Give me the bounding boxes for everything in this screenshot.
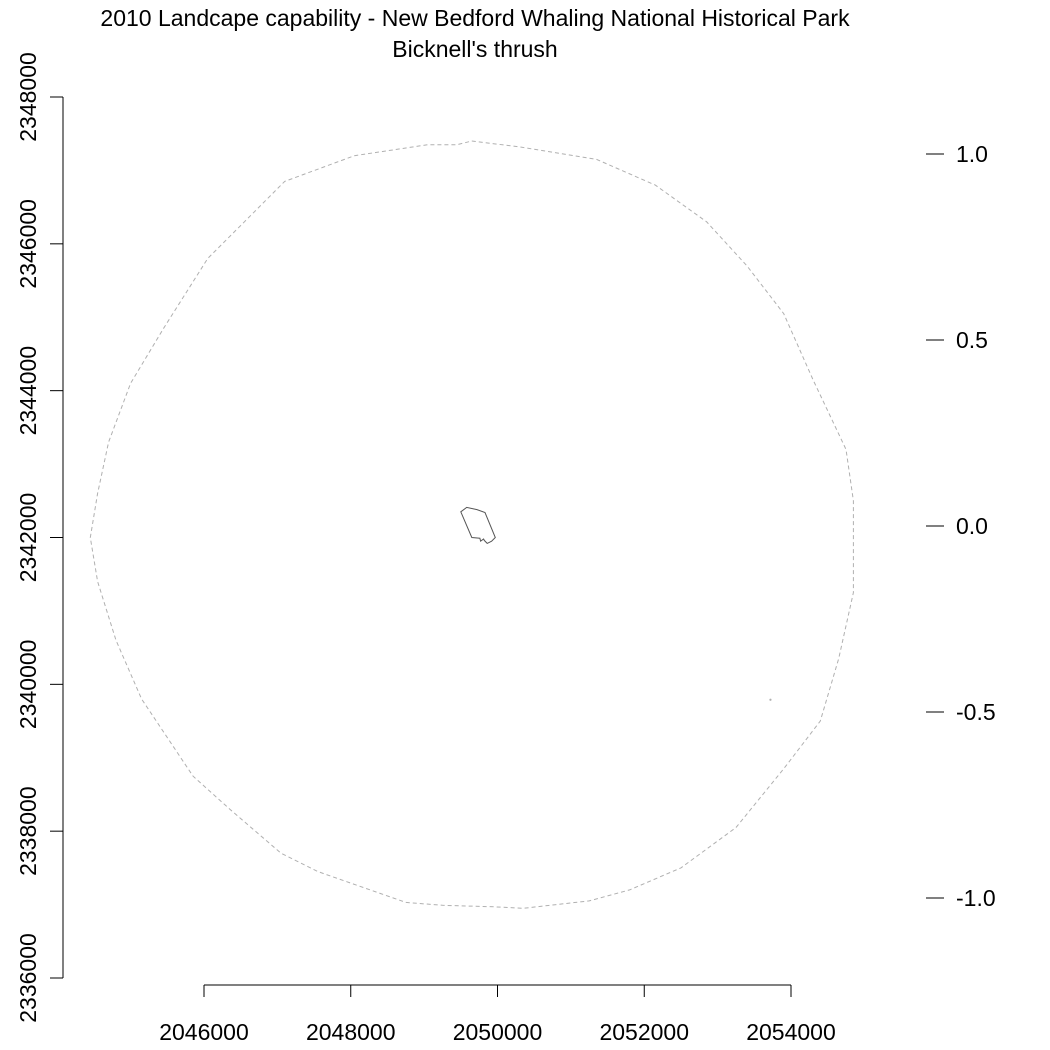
buffer-layer bbox=[89, 140, 854, 909]
x-tick-label: 2050000 bbox=[453, 1019, 543, 1045]
x-tick-label: 2046000 bbox=[159, 1019, 249, 1045]
y-tick-label: 2340000 bbox=[15, 640, 41, 730]
x-tick-label: 2054000 bbox=[746, 1019, 836, 1045]
legend-tick-label: 1.0 bbox=[956, 141, 988, 167]
x-axis: 2046000 2048000 2050000 2052000 2054000 bbox=[159, 984, 836, 1045]
chart-title: 2010 Landcape capability - New Bedford W… bbox=[100, 5, 850, 31]
y-tick-label: 2348000 bbox=[15, 52, 41, 142]
legend-tick-label: -1.0 bbox=[956, 885, 996, 911]
buffer-outline bbox=[89, 140, 854, 909]
chart-subtitle: Bicknell's thrush bbox=[392, 36, 557, 62]
park-boundary bbox=[460, 506, 496, 545]
x-tick-label: 2052000 bbox=[599, 1019, 689, 1045]
x-tick-label: 2048000 bbox=[306, 1019, 396, 1045]
y-axis: 2336000 2338000 2340000 2342000 2344000 23460… bbox=[15, 52, 64, 1023]
legend-tick-label: 0.5 bbox=[956, 327, 988, 353]
y-tick-label: 2336000 bbox=[15, 933, 41, 1023]
park-layer bbox=[460, 506, 496, 545]
y-tick-label: 2342000 bbox=[15, 493, 41, 583]
legend-axis: 1.0 0.5 0.0 -0.5 -1.0 bbox=[926, 141, 996, 911]
y-tick-label: 2338000 bbox=[15, 786, 41, 876]
small-mark bbox=[769, 698, 772, 701]
y-tick-label: 2344000 bbox=[15, 346, 41, 436]
legend-tick-label: -0.5 bbox=[956, 699, 996, 725]
y-tick-label: 2346000 bbox=[15, 199, 41, 289]
legend-tick-label: 0.0 bbox=[956, 513, 988, 539]
